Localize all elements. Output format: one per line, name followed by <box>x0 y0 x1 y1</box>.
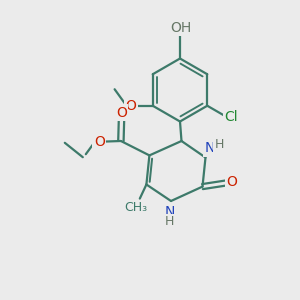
Text: O: O <box>94 135 105 148</box>
Text: Cl: Cl <box>225 110 238 124</box>
Text: O: O <box>116 106 127 120</box>
Text: H: H <box>165 215 174 228</box>
Text: N: N <box>205 142 215 155</box>
Text: O: O <box>126 99 136 113</box>
Text: CH₃: CH₃ <box>124 201 148 214</box>
Text: H: H <box>214 137 224 151</box>
Text: N: N <box>164 206 175 219</box>
Text: OH: OH <box>170 21 191 34</box>
Text: O: O <box>226 175 237 189</box>
